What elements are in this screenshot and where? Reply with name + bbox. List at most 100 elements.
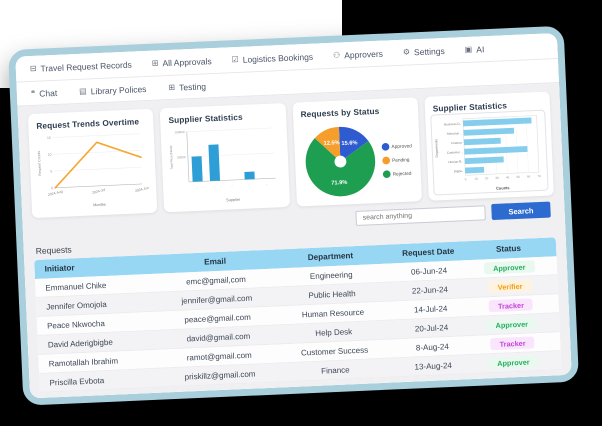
- svg-text:Pending: Pending: [391, 157, 409, 164]
- nav-item-chat[interactable]: ❝ Chat: [31, 87, 58, 98]
- svg-text:20: 20: [485, 176, 489, 180]
- initiator-cell: Jennifer Omojola: [46, 299, 107, 312]
- email-cell: jennifer@gmail.com: [181, 293, 253, 306]
- svg-text:Selection ..: Selection ..: [446, 131, 461, 136]
- svg-text:Departments: Departments: [434, 139, 439, 158]
- checkbox-icon: ☑: [231, 54, 239, 64]
- request-date-cell: 20-Jul-24: [414, 322, 449, 334]
- supplier-statistics-bar-card: Supplier Statistics 50000 100000.........…: [159, 102, 290, 213]
- ai-icon: ▣: [464, 44, 473, 54]
- testing-icon: ⊞: [168, 82, 176, 92]
- initiator-cell: Priscilla Evbota: [49, 375, 105, 388]
- email-cell: peace@gmail.com: [184, 312, 251, 325]
- svg-text:Business D..: Business D..: [444, 122, 461, 127]
- svg-text:60: 60: [527, 174, 531, 178]
- status-badge: Approver: [487, 355, 539, 370]
- requests-table: Initiator Email Department Request Date Stat…: [34, 237, 562, 393]
- svg-text:Customer ..: Customer ..: [446, 150, 462, 155]
- status-cell: Approver: [474, 317, 550, 332]
- status-cell: Approver: [476, 355, 552, 370]
- svg-text:..: ..: [264, 182, 268, 186]
- svg-text:50: 50: [516, 175, 520, 179]
- email-cell: emc@gmail,com: [185, 274, 246, 286]
- svg-text:0: 0: [464, 177, 466, 181]
- nav-item-logistics-bookings[interactable]: ☑ Logistics Bookings: [231, 51, 313, 65]
- dashboard-mockup-panel: ⊟ Travel Request Records ⊞ All Approvals ☑ Lo…: [8, 25, 579, 406]
- status-badge: Approver: [483, 260, 535, 275]
- svg-text:30: 30: [495, 176, 499, 180]
- email-cell: priskillz@gmail.com: [184, 369, 256, 382]
- chart-cards-row: Request Trends Overtime 0 5 10 15 2024-Aug 20…: [27, 91, 554, 219]
- dashboard: ⊟ Travel Request Records ⊞ All Approvals ☑ Lo…: [15, 33, 572, 399]
- request-date-cell: 22-Jun-24: [411, 284, 449, 296]
- svg-text:15: 15: [47, 136, 51, 140]
- department-cell: Engineering: [309, 269, 353, 281]
- svg-text:..: ..: [195, 185, 199, 189]
- user-icon: ⚇: [332, 50, 341, 60]
- svg-text:..: ..: [229, 183, 233, 187]
- requests-by-status-pie-chart: 15.6% 71.9% 12.5% Approved Pending Rejected: [298, 115, 417, 200]
- svg-text:Supplier: Supplier: [226, 198, 241, 203]
- nav-item-label: AI: [476, 43, 485, 55]
- column-header-email: Email: [203, 256, 227, 267]
- department-cell: Finance: [320, 364, 350, 376]
- initiator-cell: Peace Nkwocha: [46, 318, 106, 331]
- svg-text:15.6%: 15.6%: [341, 140, 357, 147]
- svg-text:..: ..: [212, 184, 216, 188]
- status-cell: Approver: [471, 260, 547, 275]
- svg-text:0: 0: [51, 186, 53, 190]
- svg-text:12.5%: 12.5%: [323, 140, 339, 147]
- column-header-initiator: Initiator: [44, 263, 75, 274]
- nav-item-label: Logistics Bookings: [242, 51, 314, 65]
- request-date-cell: 8-Aug-24: [415, 341, 449, 352]
- status-badge: Approver: [486, 317, 538, 332]
- email-cell: david@gmail.com: [186, 331, 251, 343]
- status-badge: Verifier: [488, 279, 532, 294]
- supplier-statistics-hbar-card: Supplier Statistics 0 10 20 30 40 50 60 70 Busin…: [424, 91, 554, 201]
- email-cell: ramot@gmail.com: [186, 350, 252, 362]
- svg-text:2024-Aug: 2024-Aug: [48, 189, 64, 197]
- svg-text:Digita..: Digita..: [454, 169, 464, 173]
- initiator-cell: Emmanuel Chike: [45, 280, 107, 293]
- department-cell: Public Health: [308, 288, 356, 300]
- library-icon: ▤: [78, 86, 87, 96]
- initiator-cell: Ramotallah Ibrahim: [48, 356, 119, 369]
- nav-item-approvers[interactable]: ⚇ Approvers: [333, 48, 383, 60]
- svg-text:40: 40: [506, 175, 510, 179]
- svg-text:100000: 100000: [175, 130, 186, 134]
- search-button[interactable]: Search: [491, 201, 551, 221]
- department-cell: Human Resource: [301, 307, 365, 319]
- nav-item-label: Chat: [39, 87, 58, 99]
- nav-item-travel-request-records[interactable]: ⊟ Travel Request Records: [30, 59, 132, 73]
- request-trends-line-chart: 0 5 10 15 2024-Aug 2024-Jul 2024-Jun Request Co…: [34, 127, 153, 212]
- request-date-cell: 13-Aug-24: [414, 360, 453, 372]
- svg-text:Total Price (Naira): Total Price (Naira): [169, 145, 174, 169]
- calendar-icon: ⊟: [29, 63, 37, 73]
- dashboard-content: Request Trends Overtime 0 5 10 15 2024-Aug 20…: [17, 82, 572, 399]
- svg-text:..: ..: [247, 183, 251, 187]
- nav-item-label: Settings: [413, 45, 445, 57]
- column-header-department: Department: [307, 251, 354, 263]
- nav-item-all-approvals[interactable]: ⊞ All Approvals: [152, 56, 212, 69]
- gear-icon: ⚙: [402, 46, 411, 57]
- search-input[interactable]: [355, 204, 486, 226]
- nav-item-library-polices[interactable]: ▤ Library Polices: [79, 84, 147, 97]
- request-trends-card: Request Trends Overtime 0 5 10 15 2024-Aug 20…: [27, 108, 158, 219]
- supplier-statistics-bar-chart: 50000 100000.......... Total Price (Naira)…: [166, 121, 285, 206]
- request-date-cell: 06-Jun-24: [410, 265, 448, 277]
- svg-text:Rejected: Rejected: [392, 171, 411, 178]
- svg-text:Finance: Finance: [451, 141, 462, 145]
- status-cell: Tracker: [475, 336, 551, 351]
- department-cell: Help Desk: [315, 326, 353, 338]
- supplier-statistics-hbar-chart: 0 10 20 30 40 50 60 70 Business D.. Selection .. F…: [429, 109, 549, 196]
- nav-item-label: All Approvals: [162, 55, 212, 68]
- nav-item-settings[interactable]: ⚙ Settings: [403, 45, 445, 57]
- svg-text:10: 10: [474, 177, 478, 181]
- nav-item-testing[interactable]: ⊞ Testing: [168, 81, 206, 93]
- chat-icon: ❝: [30, 88, 36, 98]
- svg-text:70: 70: [537, 174, 541, 178]
- nav-item-ai[interactable]: ▣ AI: [464, 44, 484, 55]
- column-header-status: Status: [495, 243, 522, 254]
- department-cell: Customer Success: [300, 345, 369, 358]
